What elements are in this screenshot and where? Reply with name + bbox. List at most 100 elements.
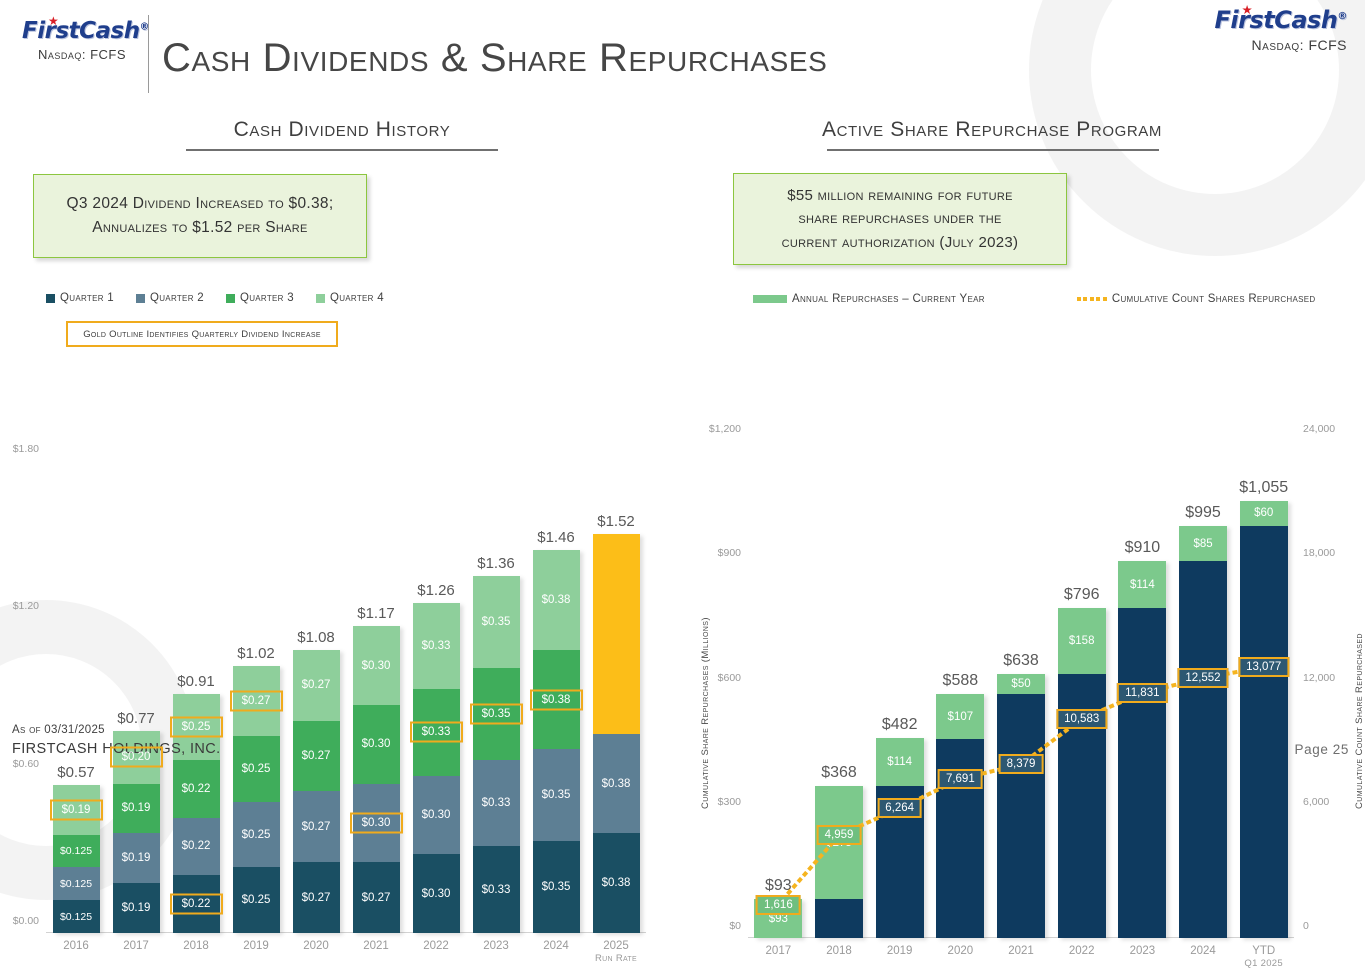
bar-segment[interactable]: $0.19 (49, 784, 103, 835)
bar-segment[interactable]: $0.33 (472, 759, 520, 847)
bar-segment[interactable]: $0.35 (472, 576, 520, 669)
bar-segment[interactable]: $0.35 (532, 841, 580, 933)
stacked-bar[interactable]: $1.02 $0.27 $0.25 $0.25 $0.25 2019 (229, 645, 283, 952)
bar-column[interactable]: $1.17 $0.30 $0.30 $0.30 $0.27 2021 (346, 461, 406, 952)
stacked-bar[interactable]: $0.57 $0.19 $0.125 $0.125 $0.125 2016 (49, 764, 103, 952)
cumulative-count-label[interactable]: 4,959 (816, 825, 862, 846)
cumulative-count-label[interactable]: 10,583 (1056, 708, 1108, 729)
bar-segment[interactable]: $0.22 (169, 875, 223, 933)
bar-segment[interactable]: $0.35 (532, 749, 580, 842)
bar-segment[interactable]: $0.27 (229, 665, 283, 737)
bar-column[interactable]: $93 $93 2017 (748, 441, 809, 957)
bar-segment[interactable]: $0.19 (112, 783, 160, 834)
bar-segment[interactable]: $0.25 (232, 867, 280, 933)
bar-segment[interactable]: $0.30 (412, 775, 460, 855)
legend-item-4[interactable]: Quarter 4 (315, 292, 384, 304)
bar-segment[interactable]: $85 (1179, 525, 1228, 562)
bar-segment[interactable]: $0.30 (352, 626, 400, 705)
bar-segment[interactable]: $0.33 (412, 602, 460, 690)
bar-column[interactable]: $0.91 $0.25 $0.22 $0.22 $0.22 2018 (166, 461, 226, 952)
bar-column[interactable]: $995 $85 2024 (1173, 441, 1234, 957)
bar-segment[interactable]: $0.33 (472, 846, 520, 933)
legend-item-2[interactable]: Quarter 2 (135, 292, 204, 304)
bar-segment[interactable]: $0.35 (469, 668, 523, 760)
bar-segment[interactable]: $0.27 (292, 649, 340, 721)
bar-segment[interactable]: $114 (1118, 561, 1167, 609)
stacked-bar[interactable]: $1.46 $0.38 $0.38 $0.35 $0.35 2024 (529, 529, 583, 952)
bar-segment[interactable] (1239, 525, 1288, 938)
bar-segment[interactable]: $0.30 (349, 783, 403, 863)
bar-segment[interactable]: $0.38 (532, 550, 580, 650)
bar-segment[interactable]: $0.19 (112, 833, 160, 884)
bar-column[interactable]: $0.57 $0.19 $0.125 $0.125 $0.125 2016 (46, 461, 106, 952)
bar-segment[interactable]: $0.22 (172, 817, 220, 876)
bar-column[interactable]: $1.46 $0.38 $0.38 $0.35 $0.35 2024 (526, 461, 586, 952)
bar-segment[interactable]: $107 (936, 694, 985, 739)
bar-segment[interactable]: $0.25 (232, 736, 280, 802)
bar-column[interactable]: $0.77 $0.20 $0.19 $0.19 $0.19 2017 (106, 461, 166, 952)
bar-segment[interactable]: $0.38 (529, 649, 583, 750)
bar-segment[interactable]: $50 (997, 673, 1046, 695)
stacked-bar[interactable]: $1.08 $0.27 $0.27 $0.27 $0.27 2020 (292, 629, 340, 952)
bar-segment[interactable]: $0.27 (292, 791, 340, 863)
bar-segment[interactable] (592, 634, 640, 734)
bar-segment[interactable]: $158 (1057, 608, 1106, 674)
bar-segment[interactable]: $0.22 (172, 759, 220, 818)
stacked-bar[interactable]: $1.17 $0.30 $0.30 $0.30 $0.27 2021 (349, 605, 403, 952)
bar-column[interactable]: $588 $107 2020 (930, 441, 991, 957)
bar-column[interactable]: $638 $50 2021 (991, 441, 1052, 957)
bar-segment[interactable]: $0.20 (109, 731, 163, 784)
bar-segment[interactable]: $0.33 (409, 689, 463, 776)
bar-column[interactable]: $1.02 $0.27 $0.25 $0.25 $0.25 2019 (226, 461, 286, 952)
bar-column[interactable]: $482 $114 2019 (869, 441, 930, 957)
stacked-bar[interactable]: $910 $114 2023 (1118, 539, 1167, 957)
stacked-bar[interactable]: $995 $85 2024 (1179, 504, 1228, 957)
stacked-bar[interactable]: $1.36 $0.35 $0.35 $0.33 $0.33 2023 (469, 555, 523, 952)
bar-column[interactable]: $368$2752018 (809, 441, 870, 957)
legend-item-1[interactable]: Quarter 1 (46, 292, 114, 304)
bar-column[interactable]: $1.36 $0.35 $0.35 $0.33 $0.33 2023 (466, 461, 526, 952)
stacked-bar[interactable]: $588 $107 2020 (936, 672, 985, 957)
stacked-bar[interactable]: $1.52 $0.38 $0.38 2025 Run Rate (592, 513, 640, 964)
bar-segment[interactable]: $114 (875, 738, 924, 786)
cumulative-count-label[interactable]: 6,264 (877, 798, 923, 819)
bar-segment[interactable]: $60 (1239, 501, 1288, 526)
bar-segment[interactable] (592, 534, 640, 635)
stacked-bar[interactable]: $0.77 $0.20 $0.19 $0.19 $0.19 2017 (109, 710, 163, 952)
bar-segment[interactable] (815, 899, 863, 938)
cumulative-count-label[interactable]: 11,831 (1117, 682, 1168, 703)
bar-column[interactable]: $1.26 $0.33 $0.33 $0.30 $0.30 2022 (406, 461, 466, 952)
stacked-bar[interactable]: $796 $158 2022 (1057, 586, 1106, 957)
bar-segment[interactable]: $0.125 (52, 867, 100, 901)
cumulative-count-label[interactable]: 1,616 (755, 894, 801, 915)
cumulative-count-label[interactable]: 12,552 (1177, 668, 1229, 689)
bar-segment[interactable]: $0.30 (412, 854, 460, 933)
bar-segment[interactable]: $0.38 (592, 733, 640, 834)
cumulative-count-label[interactable]: 8,379 (998, 754, 1044, 775)
cumulative-count-label[interactable]: 13,077 (1238, 657, 1290, 678)
stacked-bar[interactable]: $1,055 $60 YTD Q1 2025 (1239, 479, 1288, 969)
bar-segment[interactable]: $0.19 (112, 883, 160, 933)
legend-item-1[interactable]: Annual Repurchases – Current Year (753, 293, 985, 305)
legend-item-3[interactable]: Quarter 3 (225, 292, 294, 304)
bar-column[interactable]: $796 $158 2022 (1051, 441, 1112, 957)
bar-segment[interactable]: $0.25 (232, 801, 280, 868)
bar-column[interactable]: $1.08 $0.27 $0.27 $0.27 $0.27 2020 (286, 461, 346, 952)
bar-segment[interactable]: $0.27 (292, 862, 340, 933)
stacked-bar[interactable]: $482 $114 2019 (875, 716, 924, 957)
bar-segment[interactable]: $0.25 (169, 694, 223, 760)
bar-segment[interactable]: $0.27 (352, 862, 400, 933)
legend-item-2[interactable]: Cumulative Count Shares Repurchased (1076, 293, 1316, 305)
stacked-bar[interactable]: $638 $50 2021 (997, 652, 1046, 957)
bar-segment[interactable] (997, 694, 1046, 938)
bar-column[interactable]: $1,055 $60 YTD Q1 2025 (1233, 441, 1294, 969)
stacked-bar[interactable]: $0.91 $0.25 $0.22 $0.22 $0.22 2018 (169, 673, 223, 952)
bar-segment[interactable] (1118, 608, 1167, 938)
bar-segment[interactable]: $0.38 (592, 833, 640, 933)
stacked-bar[interactable]: $368$2752018 (815, 764, 863, 957)
bar-segment[interactable]: $0.125 (52, 834, 100, 868)
bar-segment[interactable]: $0.30 (352, 704, 400, 784)
bar-column[interactable]: $1.52 $0.38 $0.38 2025 Run Rate (586, 461, 646, 964)
bar-segment[interactable]: $0.125 (52, 900, 100, 933)
bar-segment[interactable]: $0.27 (292, 720, 340, 792)
